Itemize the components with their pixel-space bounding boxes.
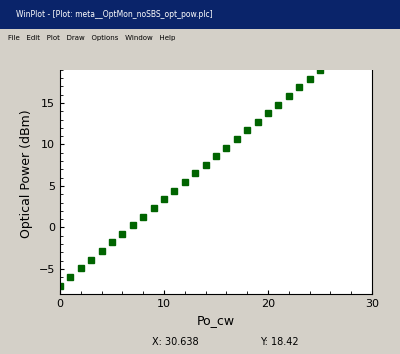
Text: WinPlot - [Plot: meta__OptMon_noSBS_opt_pow.plc]: WinPlot - [Plot: meta__OptMon_noSBS_opt_… <box>16 10 213 19</box>
Text: X: 30.638: X: 30.638 <box>152 337 199 348</box>
X-axis label: Po_cw: Po_cw <box>197 314 235 327</box>
Y-axis label: Optical Power (dBm): Optical Power (dBm) <box>20 109 33 238</box>
Title: Optical Power: Optical Power <box>163 33 269 48</box>
Text: Y: 18.42: Y: 18.42 <box>260 337 299 348</box>
Text: File   Edit   Plot   Draw   Options   Window   Help: File Edit Plot Draw Options Window Help <box>8 35 175 41</box>
